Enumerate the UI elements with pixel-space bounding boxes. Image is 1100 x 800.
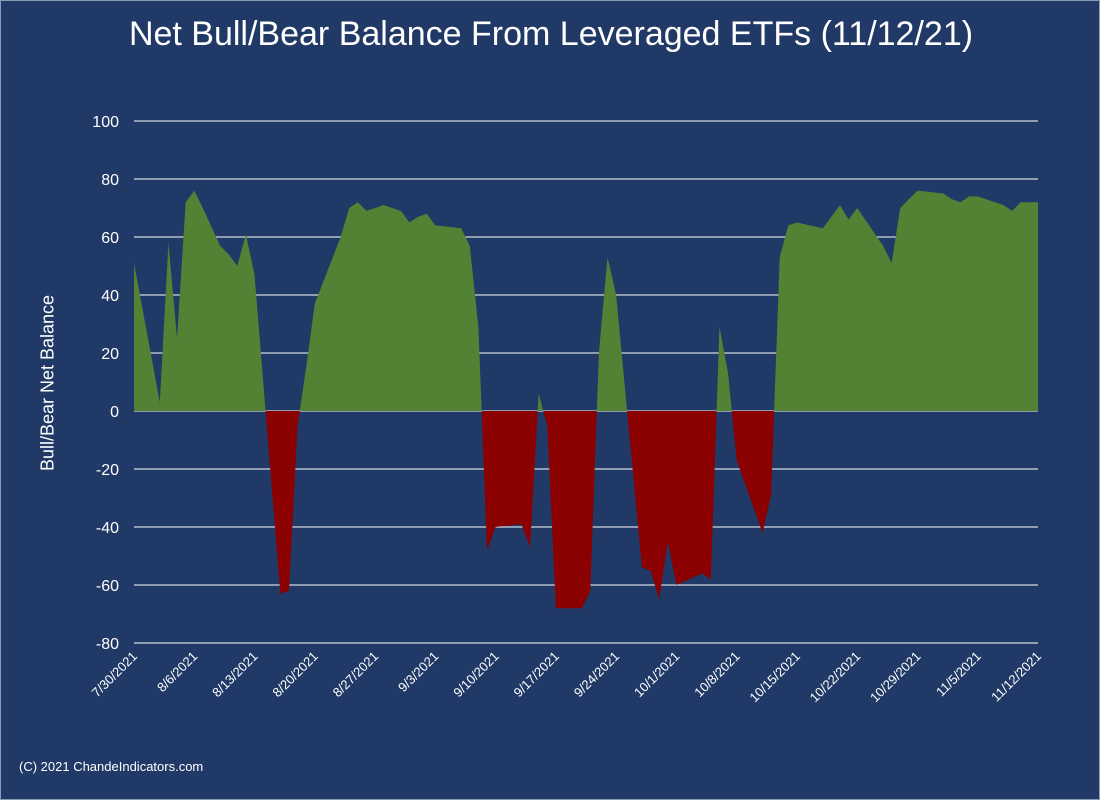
x-tick-label: 10/15/2021: [746, 649, 803, 706]
copyright-credit: (C) 2021 ChandeIndicators.com: [19, 759, 204, 774]
y-tick-label: 40: [101, 288, 119, 305]
x-tick-label: 10/22/2021: [807, 649, 864, 706]
x-tick-label: 9/10/2021: [450, 649, 502, 701]
chart-title: Net Bull/Bear Balance From Leveraged ETF…: [128, 15, 974, 53]
y-tick-label: -60: [96, 578, 119, 595]
y-tick-label: 100: [92, 114, 119, 131]
x-tick-label: 8/13/2021: [209, 649, 261, 701]
y-tick-label: 80: [101, 172, 119, 189]
x-axis-ticks: 7/30/2021 8/6/2021 8/13/2021 8/20/2021 8/27/…: [89, 649, 1045, 706]
bull-area: [134, 190, 1038, 411]
y-axis-label: Bull/Bear Net Balance: [37, 294, 58, 472]
y-tick-label: -20: [96, 462, 119, 479]
x-tick-label: 10/8/2021: [691, 649, 743, 701]
x-tick-label: 7/30/2021: [89, 649, 141, 701]
y-axis-ticks: 100 80 60 40 20 0 -20 -40 -60 -80: [92, 114, 119, 653]
y-tick-label: -40: [96, 520, 119, 537]
y-tick-label: 20: [101, 346, 119, 363]
x-tick-label: 9/3/2021: [395, 649, 441, 695]
x-tick-label: 10/29/2021: [867, 649, 924, 706]
y-tick-label: -80: [96, 636, 119, 653]
bear-area: [134, 411, 1038, 609]
x-tick-label: 8/20/2021: [269, 649, 321, 701]
x-tick-label: 11/12/2021: [988, 649, 1044, 705]
y-tick-label: 60: [101, 230, 119, 247]
x-tick-label: 10/1/2021: [631, 649, 683, 701]
area-series: [134, 190, 1038, 609]
x-tick-label: 9/17/2021: [510, 649, 562, 701]
x-tick-label: 9/24/2021: [571, 649, 623, 701]
x-tick-label: 11/5/2021: [933, 649, 984, 700]
x-tick-label: 8/27/2021: [330, 649, 382, 701]
x-tick-label: 8/6/2021: [154, 649, 200, 695]
y-tick-label: 0: [110, 404, 119, 421]
